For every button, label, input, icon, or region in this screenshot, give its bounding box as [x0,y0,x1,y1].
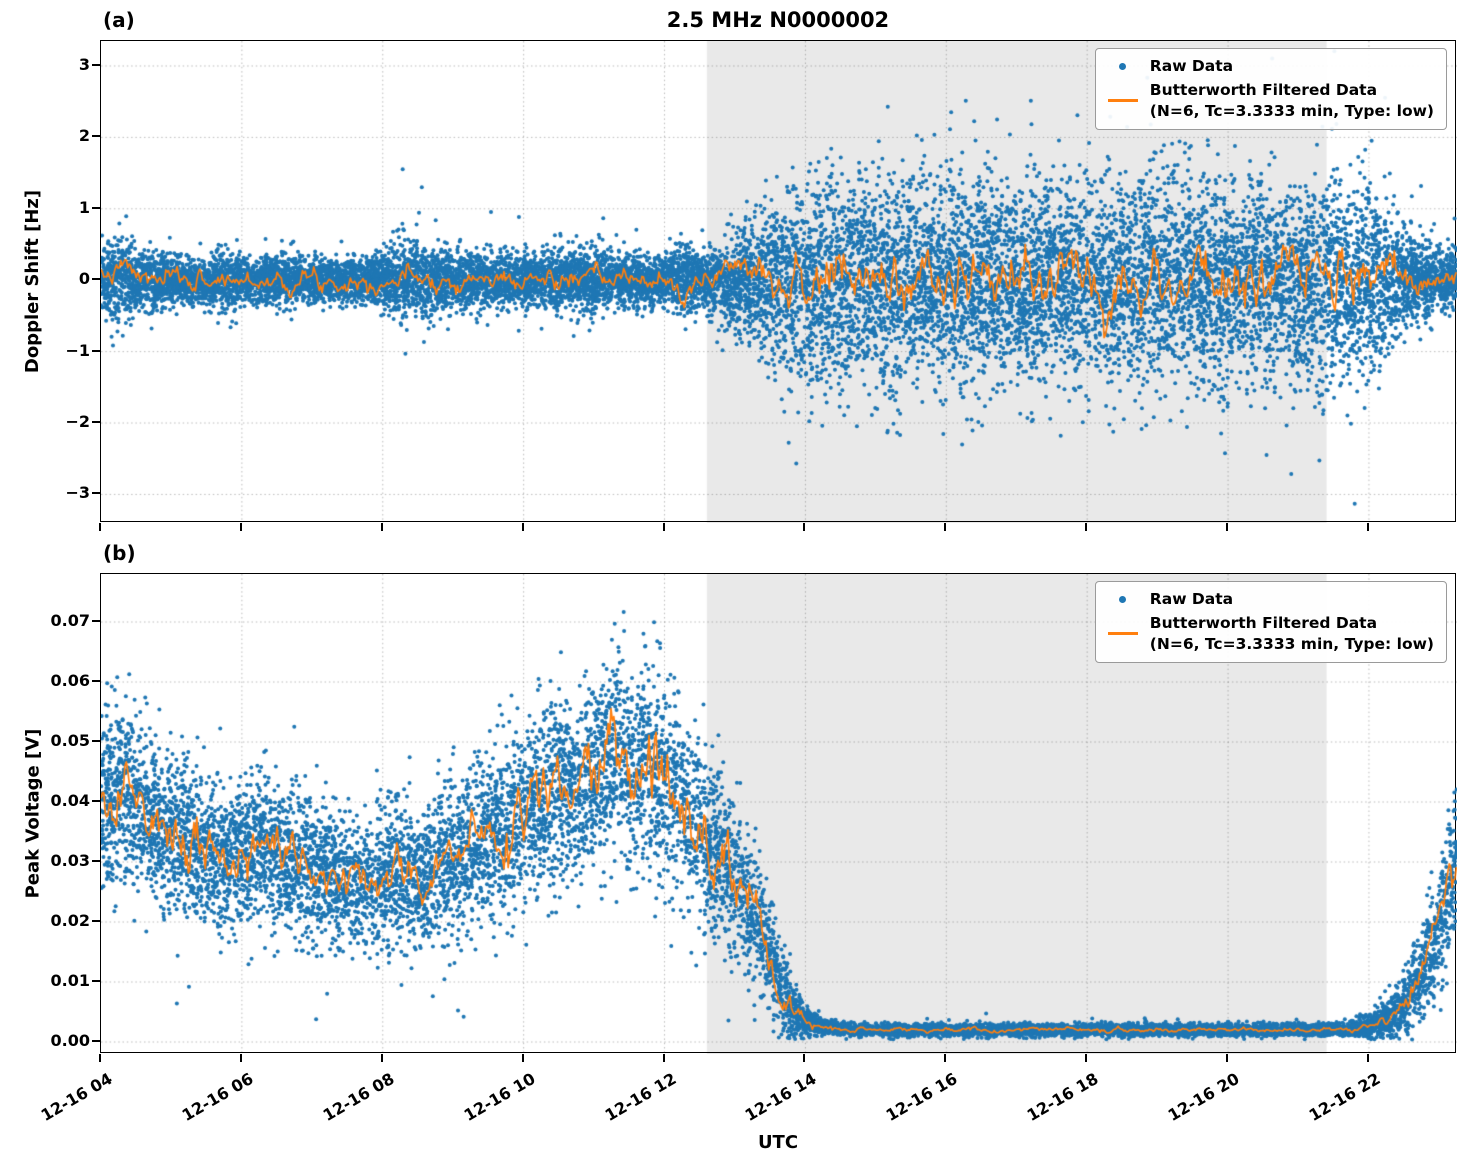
x-tick-mark [380,1054,383,1062]
x-tick-mark [239,523,242,531]
legend-filtered-sublabel: (N=6, Tc=3.3333 min, Type: low) [1149,634,1434,653]
x-tick-mark [1085,1054,1088,1062]
y-tick-label: 3 [78,54,90,74]
x-tick-mark [239,1054,242,1062]
y-tick-mark [92,349,100,352]
filtered-data-marker-icon [1107,632,1138,636]
y-tick-label: −2 [65,412,90,432]
x-tick-mark [521,523,524,531]
panel-a-label: (a) [103,8,135,32]
x-tick-mark [1226,1054,1229,1062]
x-tick-mark [521,1054,524,1062]
y-tick-label: 0.02 [50,911,90,930]
plot-area-doppler: Raw Data Butterworth Filtered Data (N=6,… [100,40,1457,523]
filtered-data-marker-icon [1107,99,1138,103]
x-tick-mark [944,1054,947,1062]
y-tick-label: 2 [78,126,90,146]
x-tick-mark [803,523,806,531]
y-tick-mark [92,860,100,862]
y-tick-mark [92,421,100,424]
y-tick-label: 0.05 [50,731,90,750]
y-tick-label: 1 [78,197,90,217]
x-tick-mark [662,1054,665,1062]
legend-filtered-entry: Butterworth Filtered Data (N=6, Tc=3.333… [1106,613,1434,655]
y-tick-mark [92,800,100,802]
x-tick-mark [803,1054,806,1062]
legend-raw-label: Raw Data [1149,590,1234,608]
x-tick-mark [944,523,947,531]
raw-data-marker-icon [1119,595,1127,603]
y-tick-mark [92,278,100,281]
y-tick-label: 0.00 [50,1031,90,1050]
legend-raw-label: Raw Data [1149,57,1234,75]
y-tick-label: 0.06 [50,671,90,690]
plot-area-voltage: Raw Data Butterworth Filtered Data (N=6,… [100,573,1457,1054]
x-tick-mark [380,523,383,531]
x-tick-mark [1226,523,1229,531]
legend-voltage: Raw Data Butterworth Filtered Data (N=6,… [1094,581,1447,663]
x-tick-mark [662,523,665,531]
x-tick-label: 12-16 04 [37,1069,116,1125]
legend-filtered-entry: Butterworth Filtered Data (N=6, Tc=3.333… [1106,80,1434,122]
x-tick-mark [1085,523,1088,531]
y-tick-mark [92,740,100,742]
y-tick-mark [92,63,100,66]
y-tick-mark [92,680,100,682]
x-tick-mark [99,1054,101,1062]
y-axis-label-b: Peak Voltage [V] [22,728,44,898]
y-tick-label: −1 [65,340,90,360]
legend-filtered-sublabel: (N=6, Tc=3.3333 min, Type: low) [1149,101,1434,120]
y-tick-mark [92,620,100,622]
x-tick-mark [99,523,101,531]
y-tick-mark [92,920,100,922]
y-tick-label: −3 [65,483,90,503]
legend-filtered-label: Butterworth Filtered Data [1149,613,1378,632]
y-tick-label: 0.03 [50,851,90,870]
x-tick-mark [1366,523,1369,531]
y-tick-mark [92,980,100,982]
y-tick-label: 0.01 [50,971,90,990]
y-tick-label: 0 [78,269,90,289]
y-tick-mark [92,1040,100,1042]
y-tick-mark [92,206,100,209]
legend-doppler: Raw Data Butterworth Filtered Data (N=6,… [1094,48,1447,130]
panel-b-label: (b) [103,541,136,565]
x-tick-mark [1366,1054,1369,1062]
y-tick-mark [92,135,100,138]
legend-filtered-label: Butterworth Filtered Data [1149,80,1378,99]
legend-raw-entry: Raw Data [1106,56,1434,77]
y-tick-label: 0.04 [50,791,90,810]
raw-data-marker-icon [1119,62,1127,70]
y-tick-mark [92,492,100,495]
x-axis-label: UTC [757,1132,799,1153]
legend-raw-entry: Raw Data [1106,589,1434,610]
y-tick-label: 0.07 [50,611,90,630]
figure-title: 2.5 MHz N0000002 [666,8,890,32]
